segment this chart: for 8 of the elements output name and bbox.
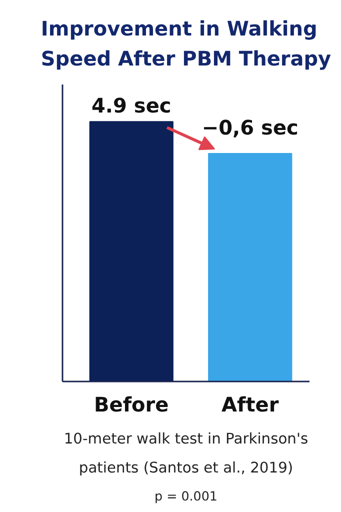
data-label: 4.9 sec	[92, 94, 172, 118]
text: 10-meter walk test in Parkinson's	[64, 430, 308, 448]
x-tick-label: After	[222, 392, 279, 416]
text: patients (Santos et al., 2019)	[78, 460, 294, 476]
x-tick-label: Before	[94, 392, 169, 416]
chart-title: Improvement in Walking Speed After PBM Therapy	[40, 16, 332, 70]
annotation: −0,6 sec	[202, 115, 298, 140]
text: p = 0.001	[154, 488, 218, 504]
